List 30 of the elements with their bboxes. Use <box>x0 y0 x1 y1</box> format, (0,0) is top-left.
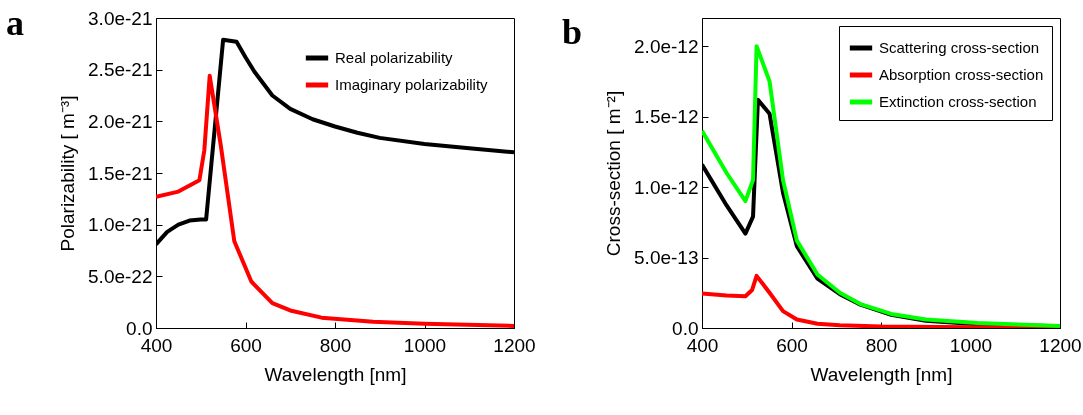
y-tick-label: 1.0e-12 <box>634 176 699 198</box>
legend-label: Scattering cross-section <box>879 39 1040 56</box>
x-tick-label: 1000 <box>949 334 993 356</box>
chart-title: a <box>6 3 24 43</box>
y-tick-label: 5.0e-13 <box>634 247 699 269</box>
x-tick-label: 1200 <box>493 334 536 356</box>
y-tick-label: 1.5e-12 <box>634 106 699 128</box>
legend-label: Absorption cross-section <box>879 66 1044 83</box>
x-axis-title: Wavelength [nm] <box>810 363 953 385</box>
legend-label: Imaginary polarizability <box>335 76 489 93</box>
y-tick-label: 1.5e-21 <box>88 162 153 184</box>
legend-label: Extinction cross-section <box>879 93 1037 110</box>
y-axis-title: Cross-section [ m⁻²] <box>603 90 625 257</box>
x-tick-label: 600 <box>230 334 262 356</box>
y-tick-label: 3.0e-21 <box>88 7 153 29</box>
x-tick-label: 800 <box>865 334 898 356</box>
chart-title: b <box>562 12 583 52</box>
y-tick-label: 1.0e-21 <box>88 214 153 236</box>
x-tick-label: 1000 <box>403 334 447 356</box>
y-tick-label: 2.5e-21 <box>88 59 153 81</box>
x-tick-label: 600 <box>776 334 808 356</box>
x-tick-label: 800 <box>319 334 352 356</box>
y-tick-label: 5.0e-22 <box>88 265 153 287</box>
y-axis-title: Polarizability [ m⁻³] <box>57 95 79 252</box>
legend-label: Real polarizability <box>335 49 454 66</box>
y-tick-label: 2.0e-12 <box>634 35 699 57</box>
line-series <box>702 44 1060 328</box>
x-axis-title: Wavelength [nm] <box>264 363 407 385</box>
y-tick-label: 2.0e-21 <box>88 110 153 132</box>
x-tick-label: 1200 <box>1039 334 1082 356</box>
